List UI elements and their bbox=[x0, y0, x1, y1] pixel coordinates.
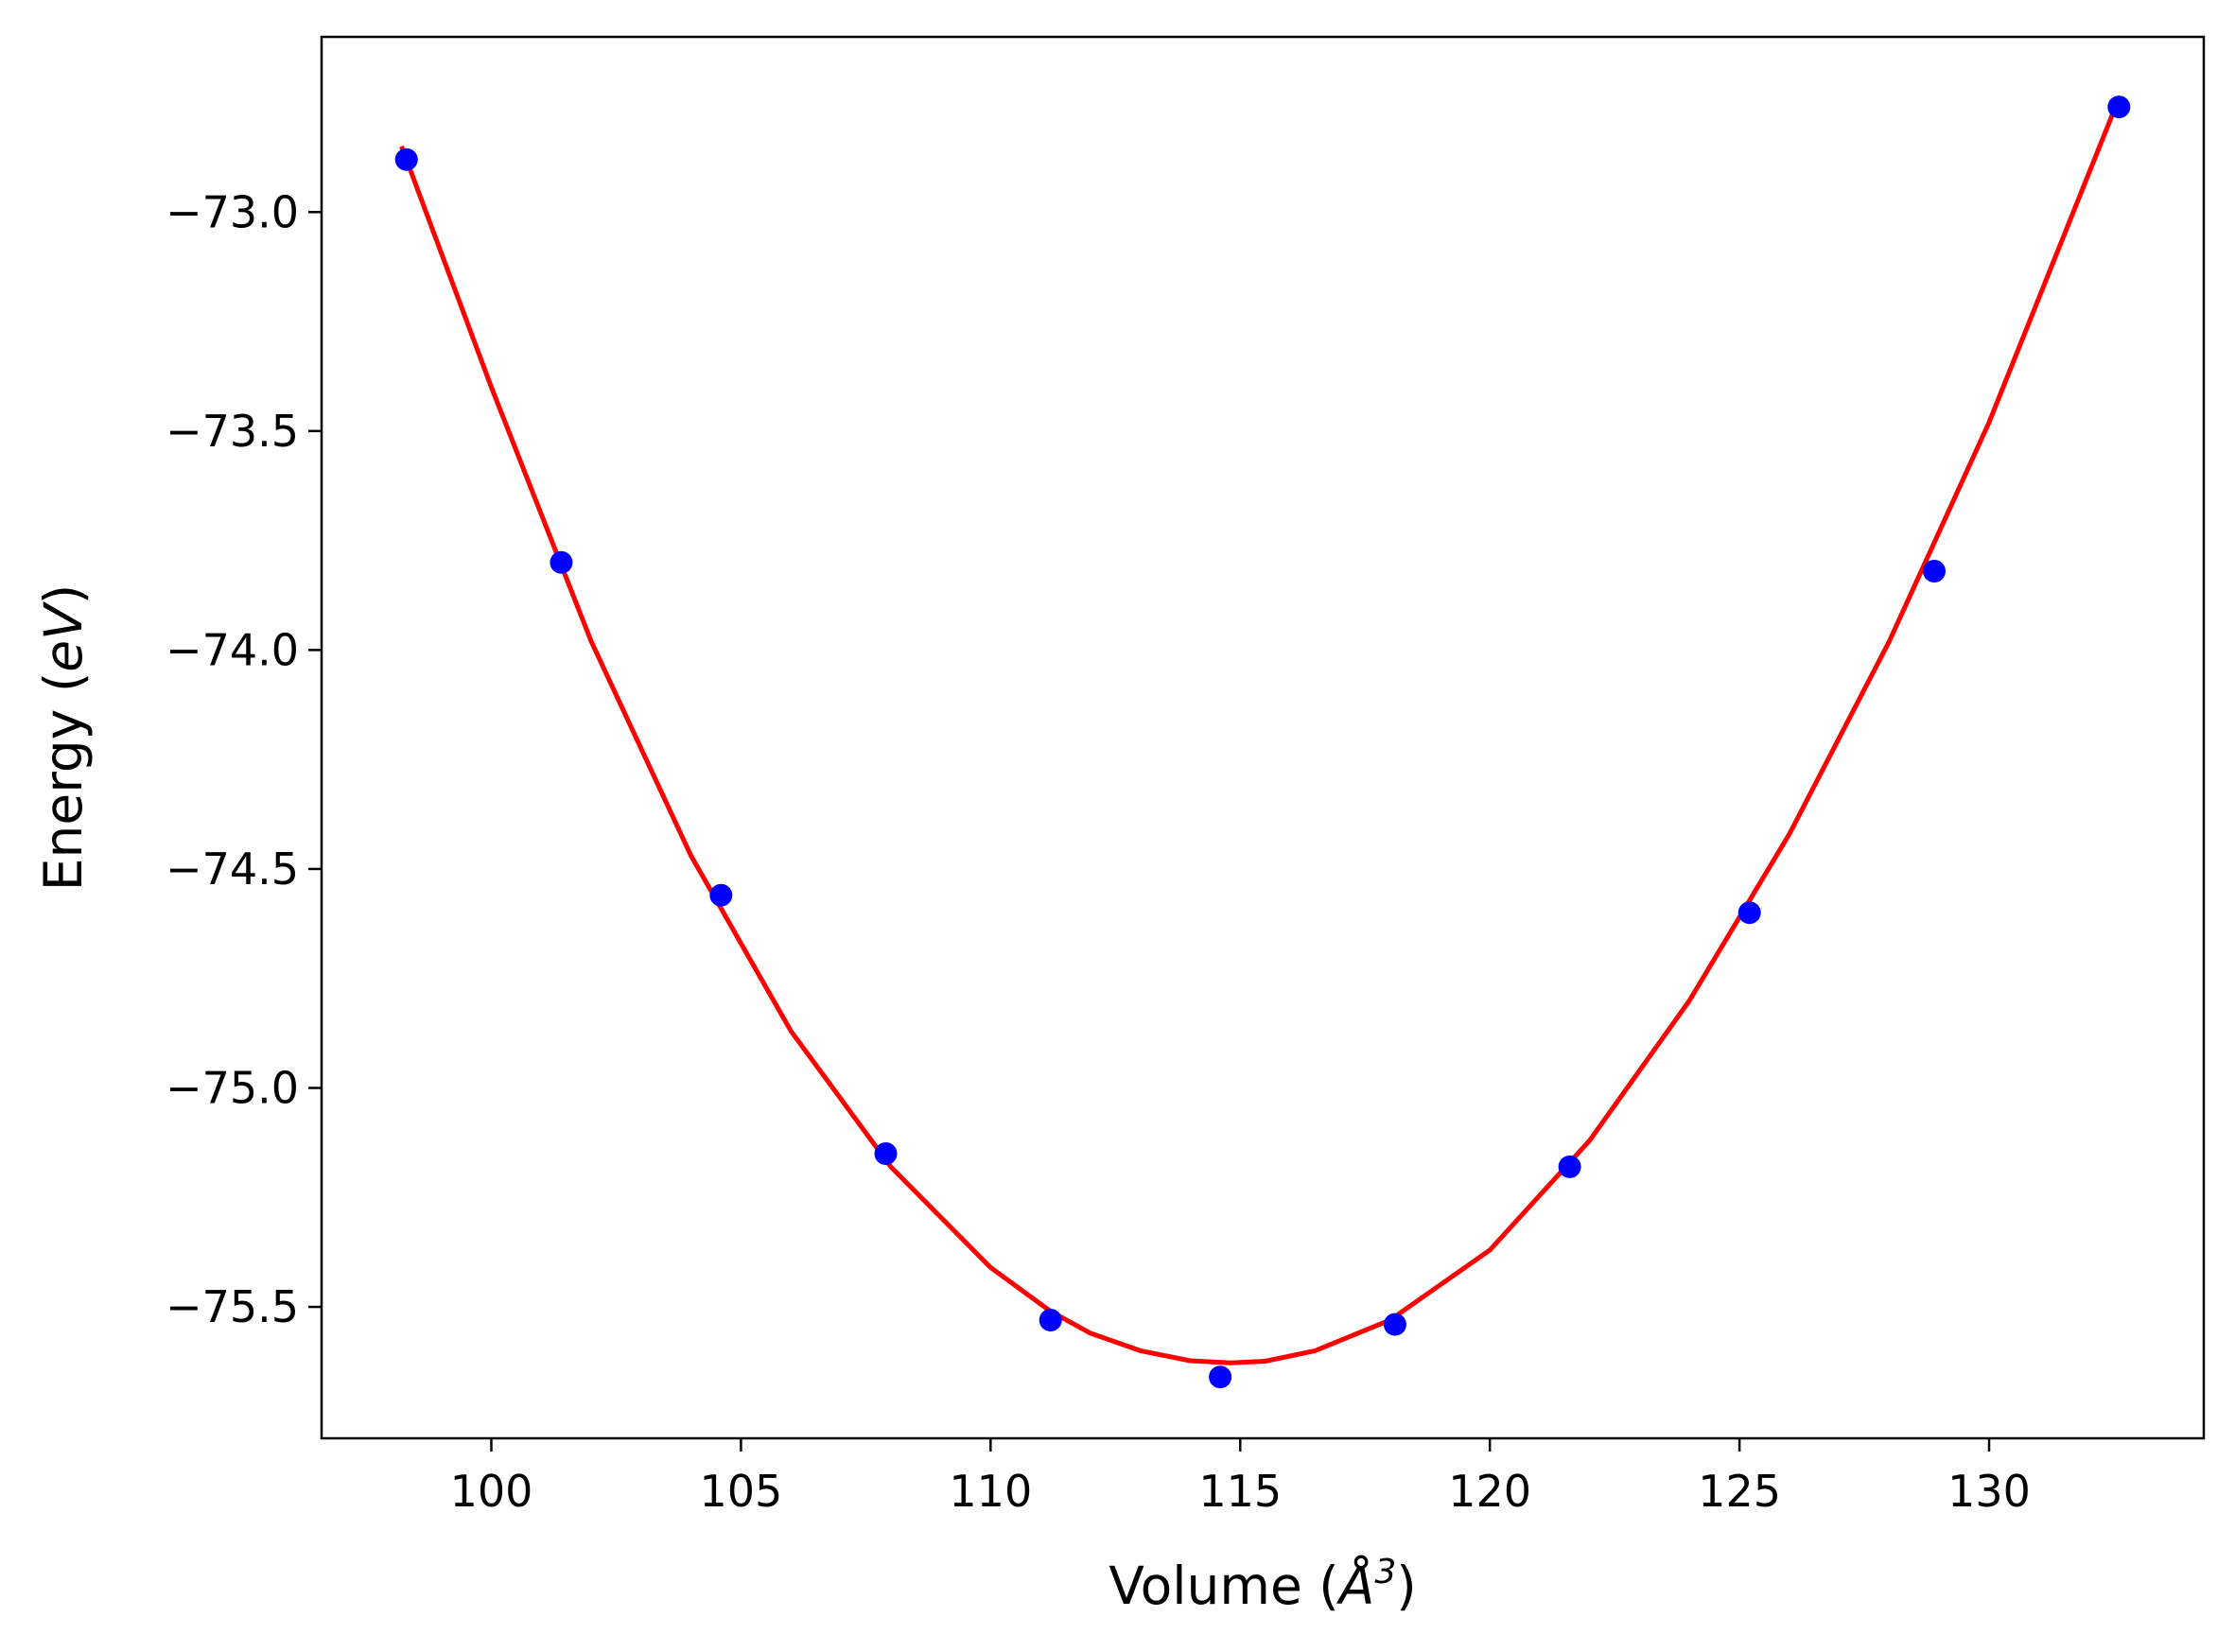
data-point bbox=[1209, 1365, 1232, 1389]
data-point bbox=[1039, 1309, 1062, 1331]
y-tick-label: −75.0 bbox=[166, 1063, 299, 1114]
plot-area bbox=[322, 37, 2204, 1438]
plot-frame bbox=[320, 35, 2206, 1440]
y-axis-title: Energy (eV) bbox=[33, 584, 94, 891]
y-tick-label: −74.0 bbox=[166, 624, 299, 675]
y-tick-label: −74.5 bbox=[166, 843, 299, 895]
data-point bbox=[874, 1142, 898, 1165]
y-tick-label: −73.0 bbox=[166, 186, 299, 237]
data-points-layer bbox=[394, 96, 2131, 1389]
y-tick-label: −75.5 bbox=[166, 1281, 299, 1332]
x-axis-title: Volume (Å3) bbox=[1109, 1553, 1417, 1616]
x-tick-label: 125 bbox=[1698, 1466, 1781, 1517]
data-point bbox=[550, 550, 573, 574]
data-point bbox=[1923, 560, 1946, 583]
x-axis-ticks: 100 105 110 115 120 125 130 bbox=[450, 1438, 2031, 1517]
data-point bbox=[1737, 901, 1761, 925]
y-axis-ticks: −73.0 −73.5 −74.0 −74.5 −75.0 −75.5 bbox=[166, 186, 322, 1332]
data-point bbox=[1383, 1313, 1406, 1336]
data-point bbox=[1558, 1155, 1581, 1178]
x-tick-label: 130 bbox=[1947, 1466, 2031, 1517]
x-tick-label: 100 bbox=[450, 1466, 533, 1517]
data-point bbox=[709, 883, 733, 907]
x-tick-label: 105 bbox=[699, 1466, 782, 1517]
y-tick-label: −73.5 bbox=[166, 406, 299, 457]
data-point bbox=[2107, 96, 2131, 119]
data-point bbox=[394, 148, 418, 171]
x-tick-label: 115 bbox=[1198, 1466, 1282, 1517]
x-tick-label: 110 bbox=[949, 1466, 1032, 1517]
x-tick-label: 120 bbox=[1448, 1466, 1531, 1517]
